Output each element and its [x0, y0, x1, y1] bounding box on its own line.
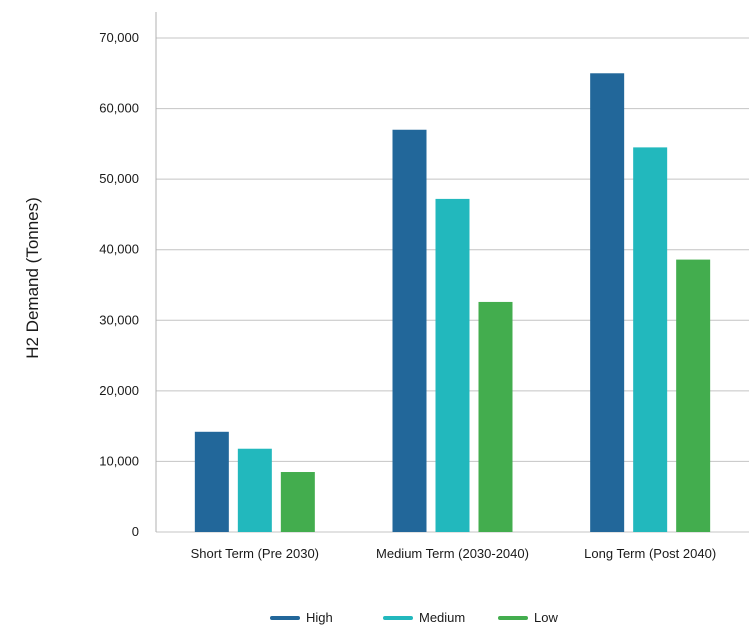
y-tick-label: 70,000 [99, 30, 139, 45]
y-tick-label: 50,000 [99, 171, 139, 186]
x-tick-label: Short Term (Pre 2030) [191, 546, 319, 561]
y-tick-label: 40,000 [99, 242, 139, 257]
x-tick-label: Long Term (Post 2040) [584, 546, 716, 561]
y-tick-label: 20,000 [99, 383, 139, 398]
y-tick-label: 60,000 [99, 101, 139, 116]
bar-medium-3 [633, 147, 668, 532]
legend-label-high: High [306, 610, 333, 625]
y-tick-label: 0 [132, 524, 139, 539]
bar-low-1 [280, 472, 315, 532]
bar-medium-1 [237, 448, 272, 532]
bar-low-3 [676, 259, 711, 532]
bar-high-1 [194, 431, 229, 532]
y-axis-title: H2 Demand (Tonnes) [23, 197, 42, 359]
bar-high-3 [590, 73, 625, 533]
bar-high-2 [392, 129, 427, 532]
bars [194, 73, 711, 533]
bar-medium-2 [435, 198, 470, 532]
x-tick-label: Medium Term (2030-2040) [376, 546, 529, 561]
y-tick-label: 30,000 [99, 312, 139, 327]
y-tick-label: 10,000 [99, 453, 139, 468]
x-axis-labels: Short Term (Pre 2030) Medium Term (2030-2… [191, 546, 717, 561]
legend-label-low: Low [534, 610, 558, 625]
legend: High Medium Low [270, 610, 558, 625]
legend-label-medium: Medium [419, 610, 465, 625]
y-axis-ticks: 0 10,000 20,000 30,000 40,000 50,000 60,000 70,… [99, 30, 139, 539]
bar-low-2 [478, 301, 513, 532]
